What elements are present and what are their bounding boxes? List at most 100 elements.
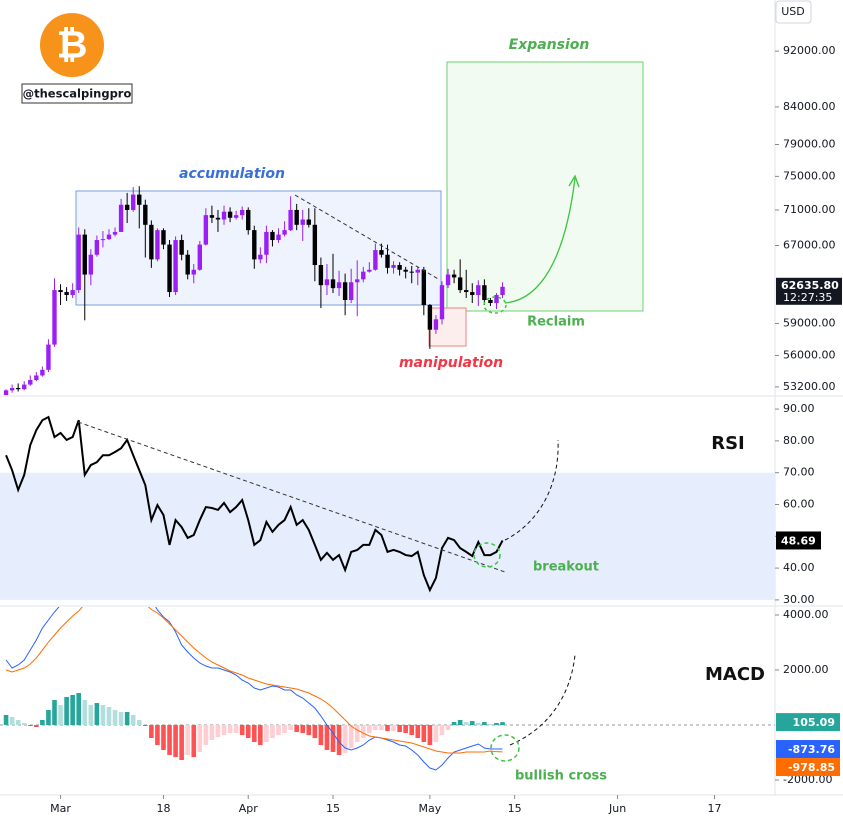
candle-body <box>403 269 408 272</box>
rsi-value: 48.69 <box>781 534 816 547</box>
histogram-bar <box>40 720 45 726</box>
histogram-bar <box>185 725 190 756</box>
histogram-bar <box>191 725 197 758</box>
macd-layer <box>3 607 505 771</box>
candles <box>3 186 505 395</box>
histogram-bar <box>197 725 203 753</box>
candle-body <box>306 219 311 225</box>
histogram-bar <box>403 725 408 734</box>
histogram-bar <box>15 720 21 726</box>
candle-body <box>112 231 118 235</box>
candle-body <box>191 269 196 275</box>
candle-body <box>282 230 287 235</box>
histogram-bar <box>27 725 33 726</box>
histogram-bar <box>294 725 299 733</box>
histogram-bar <box>433 725 439 743</box>
macd-pane-label: MACD <box>705 664 765 685</box>
candle-body <box>397 265 402 270</box>
histogram-bar <box>167 725 172 756</box>
candle-body <box>185 254 190 275</box>
y-tick-label: -2000.00 <box>783 773 832 786</box>
x-tick-label: May <box>419 802 442 815</box>
candle-body <box>155 230 160 260</box>
manipulation-label: manipulation <box>399 355 503 371</box>
candle-body <box>70 290 75 296</box>
histogram-bar <box>221 725 227 736</box>
histogram-bar <box>324 725 330 751</box>
histogram-bar <box>258 725 263 746</box>
y-tick-label: 80.00 <box>783 434 815 447</box>
macd-value-box <box>776 713 840 732</box>
histogram-bar <box>306 725 312 736</box>
candle-body <box>294 209 299 225</box>
candle-body <box>409 271 414 273</box>
histogram-bar <box>445 725 451 731</box>
candle-body <box>58 290 63 293</box>
candle-body <box>94 240 100 255</box>
histogram-bar <box>94 703 100 726</box>
logo-circle <box>40 13 104 77</box>
candle-body <box>451 274 457 278</box>
histogram-bar <box>451 722 457 726</box>
y-tick-label: 59000.00 <box>783 316 836 329</box>
handle: @thescalpingpro <box>23 87 132 101</box>
last-price: 62635.80 <box>781 279 839 292</box>
histogram-bar <box>264 725 269 743</box>
price-trendline <box>294 194 441 281</box>
candle-body <box>367 269 372 272</box>
overlay-layer: accumulation Expansion manipulation Recl… <box>21 0 842 815</box>
candle-body <box>288 209 293 231</box>
candle-body <box>391 265 396 268</box>
candle-body <box>445 274 451 286</box>
candle-body <box>161 230 166 245</box>
candle-body <box>118 204 124 232</box>
histogram-bar <box>439 725 445 736</box>
histogram-bar <box>373 725 378 731</box>
histogram-bar <box>52 700 57 726</box>
y-tick-label: 84000.00 <box>783 100 836 113</box>
y-tick-label: 56000.00 <box>783 348 836 361</box>
accumulation-label: accumulation <box>179 166 285 182</box>
histogram-bar <box>318 725 324 746</box>
histogram-bar <box>288 725 293 731</box>
candle-body <box>173 240 178 293</box>
histogram-bar <box>203 725 209 746</box>
candle-body <box>373 250 378 270</box>
x-tick-label: 17 <box>707 802 721 815</box>
histogram-bar <box>3 714 9 726</box>
candle-body <box>221 211 227 220</box>
candle-body <box>355 279 360 283</box>
histogram-bar <box>421 725 427 743</box>
rsi-value-box <box>776 531 821 550</box>
histogram-bar <box>100 705 106 726</box>
candle-body <box>433 319 439 330</box>
candle-body <box>488 300 493 304</box>
histogram-bar <box>282 725 287 734</box>
candle-body <box>233 215 239 218</box>
y-tick-label: 40.00 <box>783 561 815 574</box>
candle-body <box>415 269 420 273</box>
rsi-layer <box>5 415 504 593</box>
histogram-bar <box>251 725 257 743</box>
handle-box <box>21 83 133 104</box>
histogram-bar <box>209 725 215 740</box>
x-tick-label: Jun <box>608 802 626 815</box>
histogram-bar <box>391 725 396 732</box>
candle-body <box>167 244 172 293</box>
histogram-bar <box>143 725 148 726</box>
candle-body <box>439 285 445 320</box>
candle-body <box>22 384 27 390</box>
candle-body <box>246 209 251 231</box>
candle-body <box>457 277 463 291</box>
arrow-head <box>568 174 580 188</box>
y-tick-label: 4000.00 <box>783 608 829 621</box>
candle-body <box>252 230 257 260</box>
candle-body <box>324 279 330 286</box>
histogram-bar <box>173 725 178 758</box>
candle-body <box>3 390 9 395</box>
last-price-box <box>776 277 842 305</box>
accumulation-box <box>75 190 442 306</box>
bullish-cross-label: bullish cross <box>515 769 607 784</box>
x-tick-label: Mar <box>50 802 71 815</box>
histogram-bar <box>136 720 142 726</box>
